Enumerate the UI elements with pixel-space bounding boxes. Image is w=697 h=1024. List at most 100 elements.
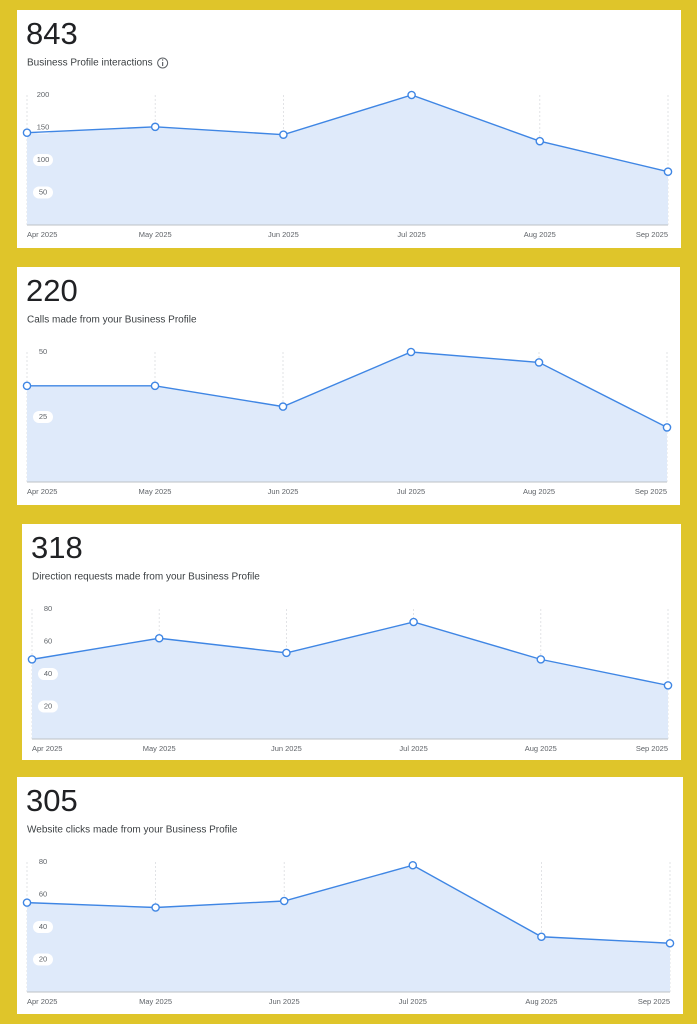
x-tick-label: Jun 2025 [268,230,299,239]
y-tick-label: 40 [44,669,52,678]
y-tick-label: 50 [39,347,47,356]
info-icon [157,57,169,69]
y-tick-pill [38,635,58,648]
chart-card: 305 Website clicks made from your Busines… [17,777,683,1014]
chart-subtitle: Business Profile interactions [27,58,153,69]
area [27,352,667,482]
point [662,423,672,432]
y-tick: 200 [33,89,53,101]
chart-subtitle: Calls made from your Business Profile [27,315,197,326]
point [536,655,546,664]
x-tick-label: May 2025 [139,230,172,239]
y-tick-label: 50 [39,187,47,196]
x-tick-label: Aug 2025 [525,744,557,753]
y-tick-label: 60 [39,889,47,898]
point [154,633,164,643]
y-tick-label: 25 [39,412,47,421]
x-tick-label: Aug 2025 [525,997,557,1006]
chart-subtitle: Website clicks made from your Business P… [27,825,238,836]
point [27,655,37,664]
x-tick-label: Jun 2025 [269,997,300,1006]
point [535,136,545,146]
point [22,128,32,137]
y-tick-label: 40 [39,922,47,931]
y-tick-pill [33,186,53,199]
chart: 843 Business Profile interactions Apr 2025… [22,16,673,239]
chart-subtitle: Direction requests made from your Busine… [32,572,260,583]
y-tick: 100 [33,154,53,166]
point [279,896,289,906]
y-tick: 40 [33,921,53,933]
line [26,864,671,944]
point [663,681,673,690]
y-tick: 60 [38,635,58,648]
y-tick-pill [33,921,53,933]
point [663,167,673,176]
total-value: 305 [26,783,78,818]
info-icon [161,59,164,61]
chart: 220 Calls made from your Business Profile… [22,273,672,496]
x-tick-label: Aug 2025 [524,230,556,239]
y-tick: 20 [38,700,58,713]
y-tick: 80 [33,856,53,868]
x-tick-label: Jul 2025 [397,230,425,239]
y-tick: 20 [33,953,53,966]
y-tick-pill [38,700,58,713]
y-tick: 25 [33,411,53,423]
y-tick-pill [38,603,58,615]
y-tick-pill [33,346,53,358]
y-tick: 40 [38,668,58,680]
point [407,90,416,100]
y-tick-label: 60 [44,636,52,645]
y-tick: 50 [33,346,53,358]
line [31,621,669,687]
point [537,932,546,942]
y-tick: 50 [33,186,53,199]
chart: 318 Direction requests made from your Bus… [27,530,673,753]
x-tick-label: Sep 2025 [638,997,670,1006]
chart-card: 220 Calls made from your Business Profile… [17,267,680,505]
x-tick-label: May 2025 [139,487,172,496]
point [151,903,160,912]
y-tick-pill [33,888,53,901]
total-value: 318 [31,530,83,565]
x-tick-label: Jul 2025 [399,997,427,1006]
y-tick-pill [33,121,53,134]
line [26,94,669,173]
y-tick: 80 [38,603,58,615]
point [665,938,675,948]
point [408,860,418,870]
x-tick-label: Jun 2025 [268,487,299,496]
total-value: 220 [26,273,78,308]
x-tick-label: Jul 2025 [397,487,425,496]
y-tick-pill [33,89,53,101]
point [409,617,418,627]
point [150,381,160,391]
point [282,648,291,658]
total-value: 843 [26,16,78,51]
x-tick-label: May 2025 [143,744,176,753]
point [278,402,288,411]
point [22,381,32,391]
area [32,622,668,739]
point [22,898,32,907]
x-tick-label: Jul 2025 [399,744,427,753]
y-tick-pill [33,411,53,423]
y-tick-pill [33,154,53,166]
y-tick: 60 [33,888,53,901]
y-tick-pill [33,856,53,868]
y-tick-label: 20 [44,701,52,710]
x-tick-label: Jun 2025 [271,744,302,753]
y-tick-label: 80 [44,604,52,613]
chart-card: 843 Business Profile interactions Apr 2025… [17,10,681,248]
x-tick-label: Sep 2025 [636,230,668,239]
y-tick-label: 150 [37,122,50,131]
y-tick: 150 [33,121,53,134]
y-tick-label: 80 [39,857,47,866]
area [27,95,668,225]
x-tick-label: Aug 2025 [523,487,555,496]
y-tick-label: 20 [39,954,47,963]
x-tick-label: Sep 2025 [636,744,668,753]
point [279,130,288,139]
